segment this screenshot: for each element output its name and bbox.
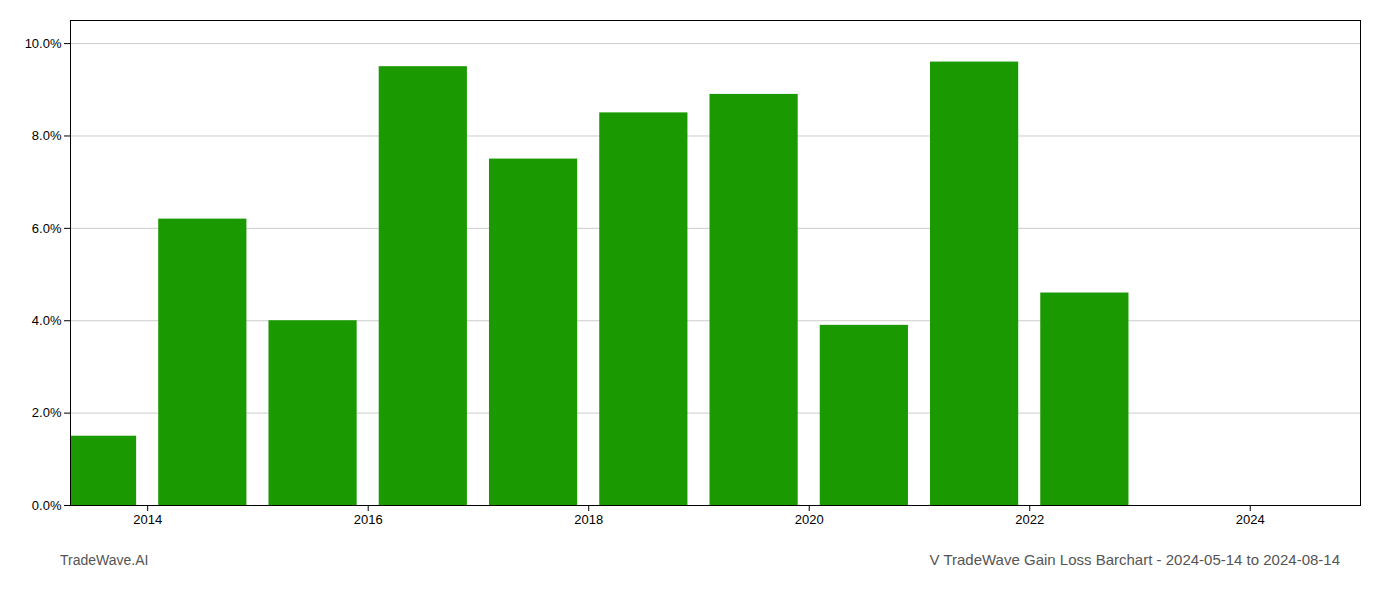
svg-text:8.0%: 8.0%: [32, 128, 62, 143]
svg-text:10.0%: 10.0%: [25, 36, 62, 51]
svg-text:2014: 2014: [133, 512, 162, 527]
html-text:TradeWave.AI: TradeWave.AI: [60, 552, 149, 568]
svg-text:2018: 2018: [574, 512, 603, 527]
svg-text:6.0%: 6.0%: [32, 221, 62, 236]
svg-text:2022: 2022: [1015, 512, 1044, 527]
svg-text:2016: 2016: [354, 512, 383, 527]
svg-text:2.0%: 2.0%: [32, 405, 62, 420]
svg-text:2024: 2024: [1236, 512, 1265, 527]
svg-text:0.0%: 0.0%: [32, 498, 62, 513]
svg-text:2020: 2020: [795, 512, 824, 527]
html-text:V TradeWave Gain Loss Barchart: V TradeWave Gain Loss Barchart - 2024-05…: [929, 551, 1340, 568]
svg-text:4.0%: 4.0%: [32, 313, 62, 328]
